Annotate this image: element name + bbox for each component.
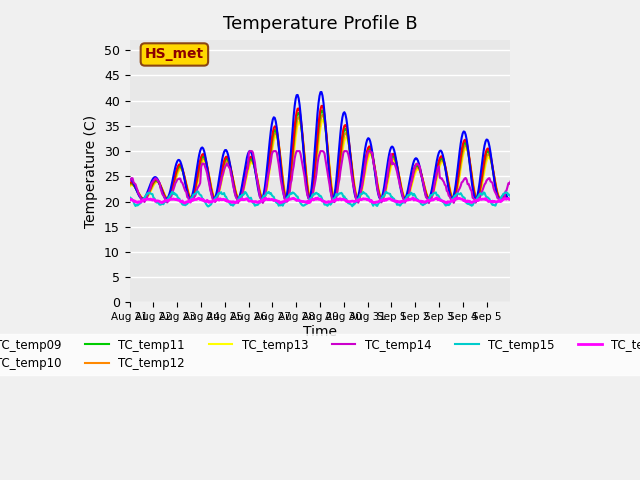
Text: HS_met: HS_met bbox=[145, 48, 204, 61]
Legend: TC_temp09, TC_temp10, TC_temp11, TC_temp12, TC_temp13, TC_temp14, TC_temp15, TC_: TC_temp09, TC_temp10, TC_temp11, TC_temp… bbox=[0, 334, 640, 375]
X-axis label: Time: Time bbox=[303, 325, 337, 339]
Y-axis label: Temperature (C): Temperature (C) bbox=[84, 115, 99, 228]
Title: Temperature Profile B: Temperature Profile B bbox=[223, 15, 417, 33]
